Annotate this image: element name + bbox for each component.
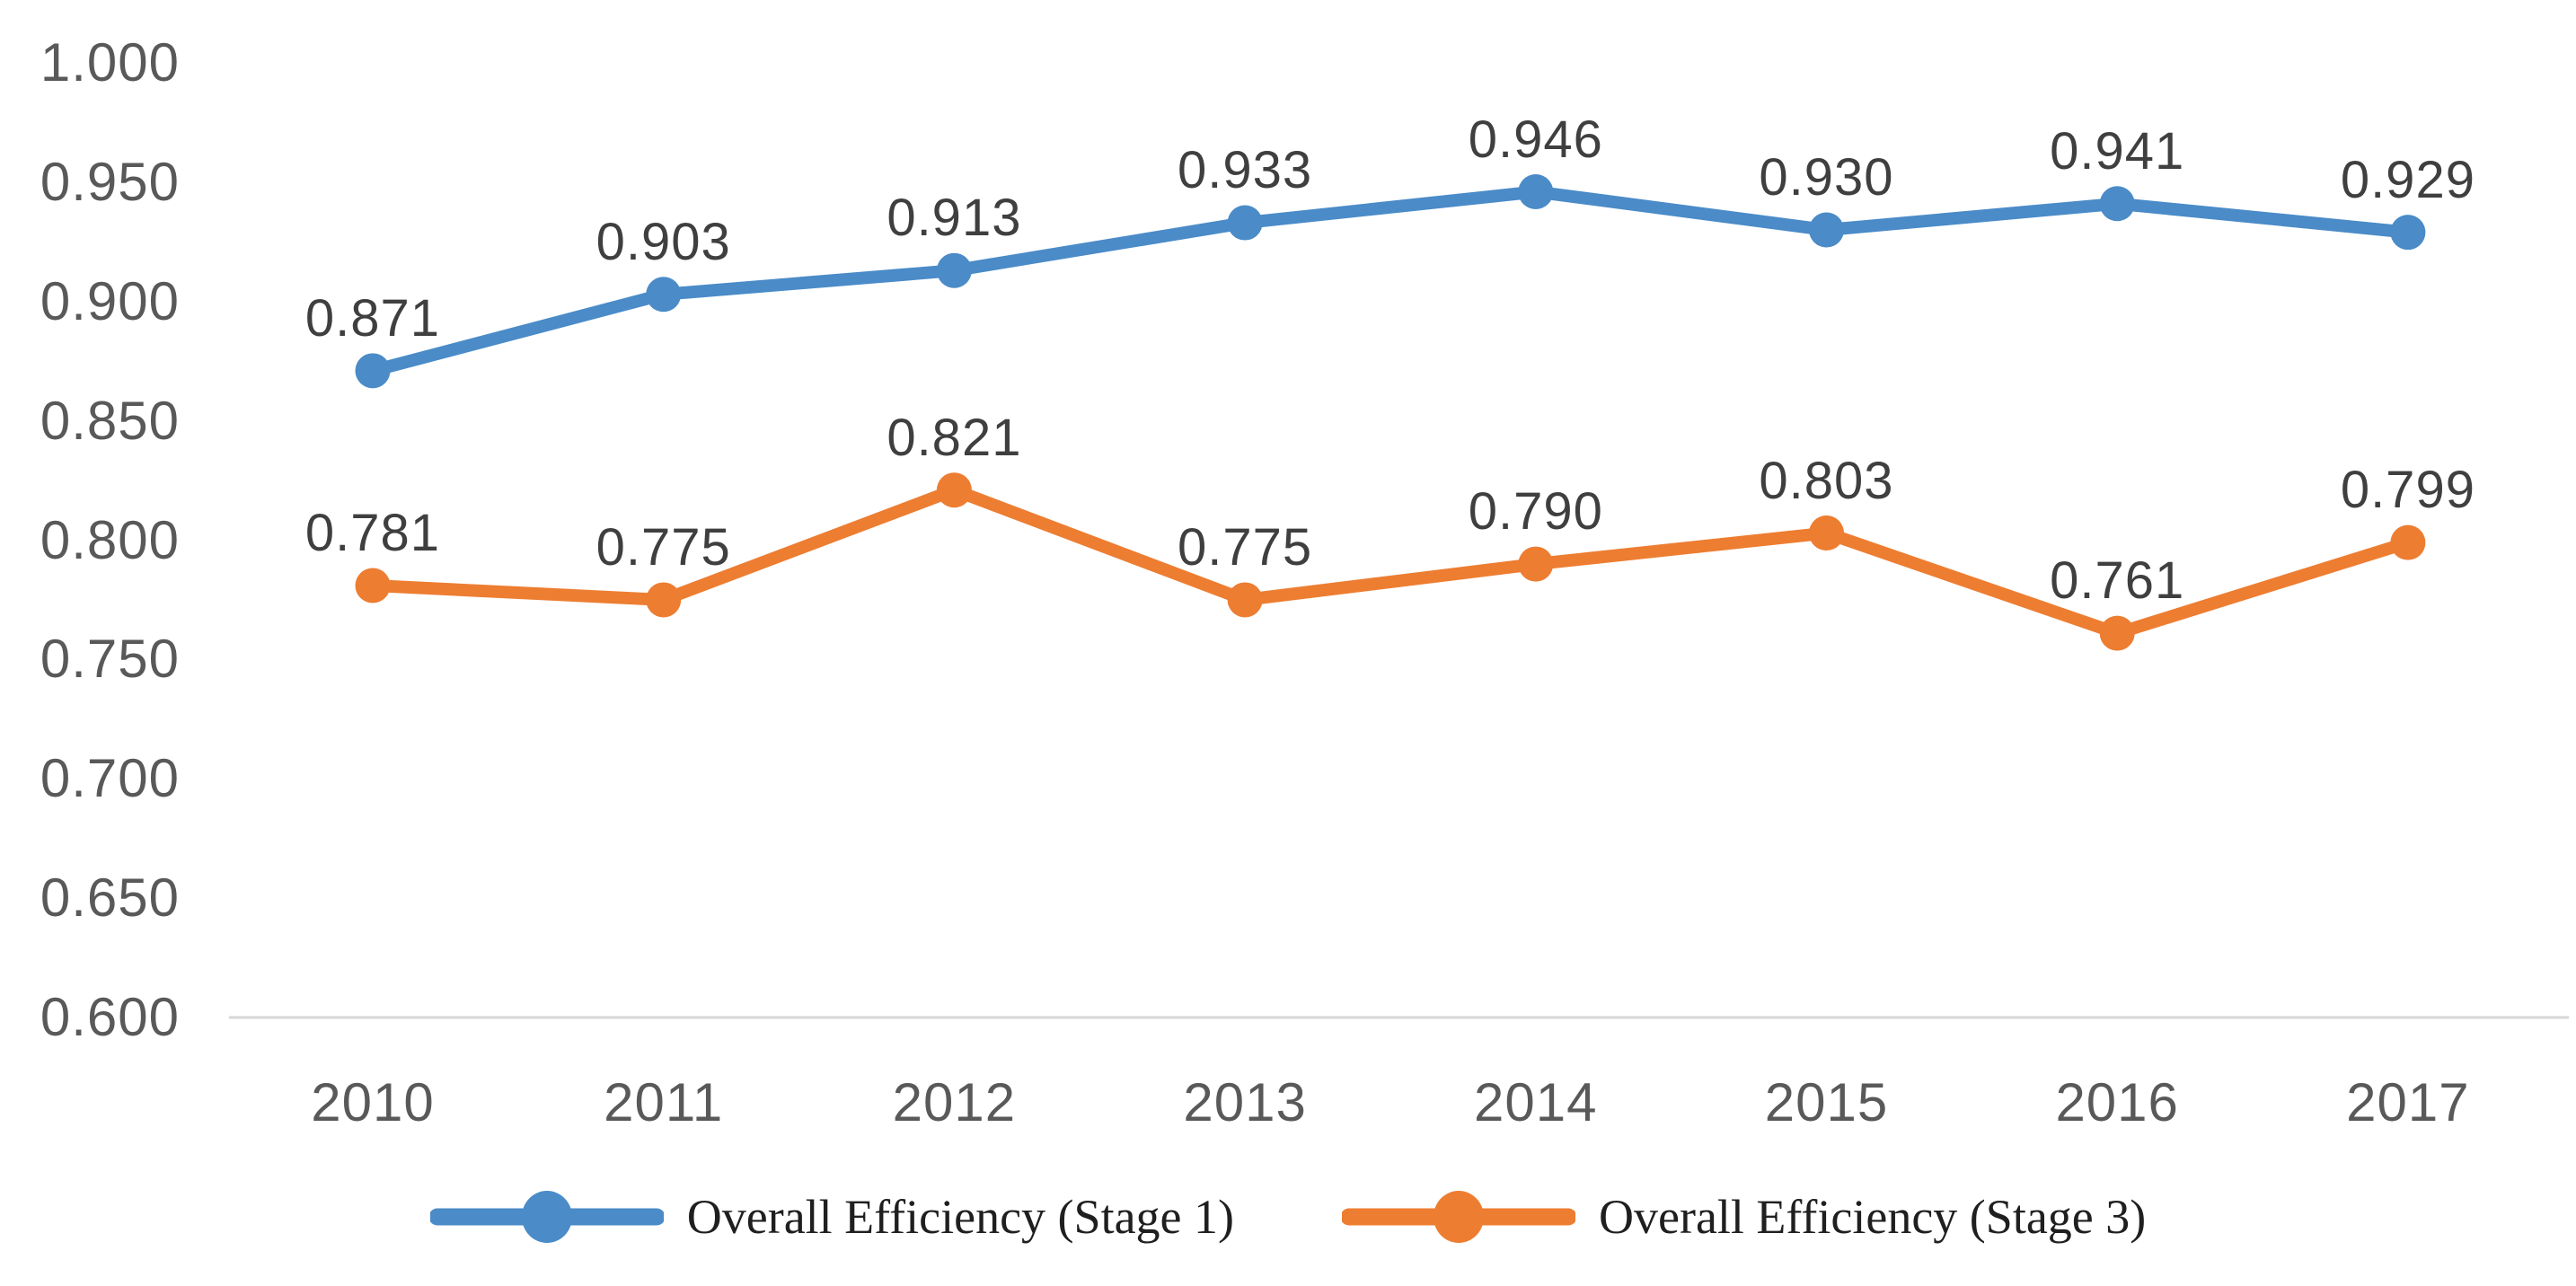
stage1-marker: [1227, 205, 1263, 241]
y-tick-label: 1.000: [40, 32, 180, 92]
stage1-marker: [355, 353, 391, 389]
data-label-stage1: 0.929: [2340, 150, 2475, 209]
stage1-marker: [936, 252, 972, 288]
data-label-stage1: 0.903: [595, 212, 731, 271]
data-label-stage3: 0.775: [595, 517, 731, 577]
stage3-marker: [355, 568, 391, 603]
stage3-marker: [2099, 615, 2135, 651]
data-label-stage3: 0.803: [1759, 451, 1894, 510]
data-label-stage3: 0.761: [2050, 551, 2185, 611]
data-label-stage3: 0.790: [1468, 482, 1603, 542]
legend-item-stage1: Overall Efficiency (Stage 1): [429, 1188, 1234, 1246]
data-label-stage1: 0.871: [304, 288, 441, 348]
y-tick-label: 0.700: [40, 748, 180, 809]
y-tick-label: 0.900: [40, 270, 180, 331]
stage1-marker: [1809, 212, 1844, 248]
stage1-marker: [2099, 186, 2135, 222]
data-label-stage1: 0.913: [887, 189, 1022, 248]
data-label-stage1: 0.946: [1468, 110, 1603, 169]
legend-label-stage1: Overall Efficiency (Stage 1): [686, 1190, 1234, 1244]
data-label-stage3: 0.781: [304, 503, 441, 562]
stage3-line: [366, 483, 2414, 640]
stage3-marker: [936, 472, 972, 508]
x-tick-label: 2010: [311, 1072, 435, 1132]
x-tick-label: 2013: [1183, 1072, 1307, 1132]
legend: Overall Efficiency (Stage 1) Overall Eff…: [0, 1167, 2576, 1266]
y-tick-label: 0.950: [40, 151, 180, 212]
y-tick-label: 0.650: [40, 868, 180, 929]
x-tick-label: 2015: [1764, 1072, 1889, 1132]
stage1-marker: [1518, 174, 1554, 210]
x-tick-label: 2014: [1474, 1072, 1598, 1132]
y-tick-label: 0.750: [40, 629, 180, 690]
data-label-stage3: 0.775: [1178, 517, 1313, 577]
stage3-marker: [646, 582, 682, 618]
stage3-marker: [2390, 524, 2426, 560]
legend-item-stage3: Overall Efficiency (Stage 3): [1342, 1188, 2146, 1246]
stage3-marker: [1227, 582, 1263, 618]
x-tick-label: 2011: [604, 1072, 724, 1132]
x-tick-label: 2016: [2055, 1072, 2179, 1132]
data-label-stage1: 0.933: [1178, 141, 1313, 200]
y-tick-label: 0.850: [40, 390, 180, 451]
data-label-stage1: 0.930: [1759, 148, 1894, 207]
data-label-stage1: 0.941: [2050, 121, 2185, 181]
legend-label-stage3: Overall Efficiency (Stage 3): [1599, 1190, 2147, 1244]
data-label-stage3: 0.799: [2340, 461, 2475, 520]
stage1-marker: [646, 277, 682, 313]
stage3-marker: [1518, 546, 1554, 582]
stage3-legend-swatch-icon: [1342, 1191, 1575, 1243]
y-tick-label: 0.600: [40, 987, 180, 1047]
stage3-marker: [1809, 515, 1844, 551]
x-tick-label: 2017: [2346, 1072, 2470, 1132]
y-tick-label: 0.800: [40, 509, 180, 570]
stage1-marker: [2390, 215, 2426, 251]
stage1-line: [366, 185, 2414, 377]
x-tick-label: 2012: [892, 1072, 1017, 1132]
stage1-legend-swatch-icon: [429, 1191, 664, 1243]
data-label-stage3: 0.821: [887, 408, 1022, 467]
